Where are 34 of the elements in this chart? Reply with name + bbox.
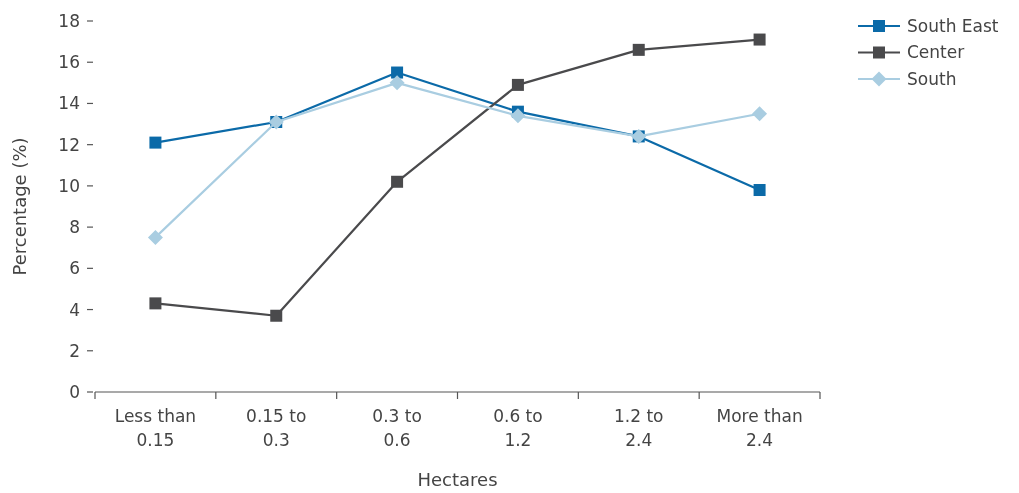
legend-label: South xyxy=(907,68,957,89)
legend-label: Center xyxy=(907,42,965,63)
y-tick-label: 18 xyxy=(58,10,80,31)
x-tick-label: Less than 0.15 xyxy=(114,406,197,450)
y-tick-label: 12 xyxy=(58,134,80,155)
x-tick-label: 1.2 to 2.4 xyxy=(613,406,664,450)
point xyxy=(270,309,283,322)
point xyxy=(391,66,404,79)
point xyxy=(511,78,524,91)
y-tick-label: 8 xyxy=(69,217,80,238)
y-tick-label: 16 xyxy=(58,52,80,73)
point xyxy=(147,229,163,245)
y-tick-label: 4 xyxy=(69,299,80,320)
point xyxy=(391,175,404,188)
x-tick-label: 0.3 to 0.6 xyxy=(372,406,422,450)
y-tick-label: 6 xyxy=(69,258,80,279)
y-tick-label: 0 xyxy=(69,381,80,402)
point xyxy=(149,297,162,310)
point xyxy=(752,106,768,122)
point xyxy=(389,75,405,91)
x-tick-label: 0.15 to 0.3 xyxy=(246,406,307,450)
y-tick-label: 14 xyxy=(58,93,80,114)
x-tick-label: 0.6 to 1.2 xyxy=(493,406,543,450)
point xyxy=(149,136,162,149)
y-tick-label: 10 xyxy=(58,175,80,196)
x-axis-title: Hectares xyxy=(417,469,498,490)
point xyxy=(753,184,766,197)
point xyxy=(753,33,766,46)
point xyxy=(632,43,645,56)
y-tick-label: 2 xyxy=(69,340,80,361)
point xyxy=(510,108,526,124)
x-tick-label: More than 2.4 xyxy=(716,406,803,450)
y-axis-title: Percentage (%) xyxy=(9,137,30,276)
legend-label: South East xyxy=(907,15,999,36)
